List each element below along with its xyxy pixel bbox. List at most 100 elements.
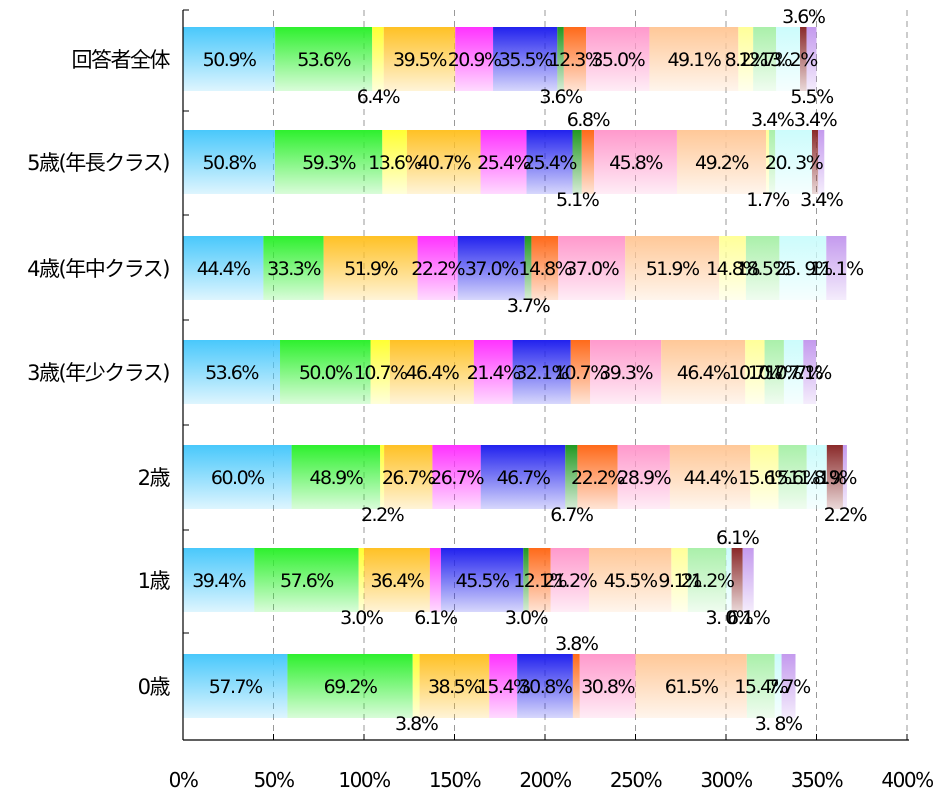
data-label: 25.4%	[523, 152, 576, 174]
data-label: 14.8%	[706, 258, 759, 280]
data-label: 61.5%	[665, 676, 718, 698]
category-label: 5歳(年長クラス)	[27, 151, 169, 175]
data-label: 9.1%	[658, 570, 701, 592]
data-label: 6.8%	[567, 109, 610, 131]
data-label: 53.6%	[297, 49, 350, 71]
bar-segment	[753, 27, 777, 91]
data-label: 8.9%	[814, 467, 857, 489]
category-label: 回答者全体	[72, 48, 171, 72]
data-label: 6.1%	[414, 607, 457, 629]
data-label: 38.5%	[428, 676, 481, 698]
bar-segment	[254, 548, 359, 612]
data-label: 3. 8%	[755, 713, 802, 735]
data-label: 30.8%	[581, 676, 634, 698]
data-label: 26.7%	[430, 467, 483, 489]
bar-segment	[738, 27, 754, 91]
bar-segment	[480, 130, 527, 194]
bar-segment	[406, 130, 481, 194]
bar-segment	[649, 27, 739, 91]
bar-segment	[419, 654, 490, 718]
bar-segment	[726, 548, 732, 612]
data-label: 6.7%	[550, 504, 593, 526]
data-label: 28.9%	[617, 467, 670, 489]
data-label: 21.2%	[681, 570, 734, 592]
data-label: 20. 3%	[765, 152, 823, 174]
data-label: 46.4%	[405, 362, 458, 384]
bar-segment	[323, 236, 418, 300]
bar-segment	[687, 548, 727, 612]
x-tick-label: 150%	[429, 768, 481, 792]
data-label: 46.7%	[497, 467, 550, 489]
bar-segment	[489, 654, 518, 718]
bar-segment	[588, 548, 672, 612]
bar-segment	[803, 340, 817, 404]
data-label: 33.3%	[267, 258, 320, 280]
data-label: 5.1%	[556, 189, 599, 211]
data-label: 20.9%	[448, 49, 501, 71]
bar-segment	[779, 236, 827, 300]
data-label: 44.4%	[684, 467, 737, 489]
bar-segment	[358, 548, 364, 612]
bar-segment	[806, 445, 827, 509]
data-label: 40.7%	[417, 152, 470, 174]
bar-segment	[565, 445, 578, 509]
data-label: 3.6%	[782, 6, 825, 28]
bar-segment	[370, 340, 390, 404]
data-label: 3.8%	[395, 713, 438, 735]
data-label: 25.4%	[477, 152, 530, 174]
data-label: 7.1%	[789, 362, 832, 384]
bar-segment	[781, 654, 796, 718]
bar-segment	[586, 27, 650, 91]
bar-segment	[731, 548, 743, 612]
bar-segment	[826, 445, 843, 509]
category-label: 3歳(年少クラス)	[27, 361, 169, 385]
bar-segment	[563, 27, 587, 91]
bar-segment	[432, 445, 481, 509]
category-label: 4歳(年中クラス)	[27, 257, 169, 281]
category-label: 0歳	[138, 675, 171, 699]
bar-segments	[183, 27, 847, 718]
data-label: 44.4%	[197, 258, 250, 280]
data-label: 57.7%	[209, 676, 262, 698]
data-label: 3.4%	[794, 109, 837, 131]
data-label: 10.7%	[554, 362, 607, 384]
x-tick-label: 200%	[519, 768, 571, 792]
bar-segment	[183, 340, 281, 404]
data-label: 22.2%	[411, 258, 464, 280]
data-label: 15.4%	[477, 676, 530, 698]
data-label: 12.1%	[513, 570, 566, 592]
bar-segment	[826, 236, 847, 300]
data-label: 51.9%	[646, 258, 699, 280]
bar-segment	[531, 236, 559, 300]
bar-segment	[594, 130, 677, 194]
bar-segment	[526, 130, 573, 194]
data-label: 18.5%	[736, 258, 789, 280]
data-label: 37.0%	[565, 258, 618, 280]
x-tick-label: 300%	[700, 768, 752, 792]
bar-segment	[493, 27, 558, 91]
data-label: 35.0%	[591, 49, 644, 71]
bar-segment	[745, 340, 765, 404]
data-label: 2.2%	[824, 504, 867, 526]
data-label: 10.7%	[354, 362, 407, 384]
bar-segment	[417, 236, 458, 300]
data-label: 3. 0%	[705, 607, 752, 629]
data-label: 35.5%	[499, 49, 552, 71]
bar-segment	[517, 654, 573, 718]
bar-segment	[769, 130, 776, 194]
bar-segment	[775, 130, 812, 194]
data-label: 39.4%	[192, 570, 245, 592]
bar-segment	[183, 548, 255, 612]
bar-segment	[800, 27, 807, 91]
data-label: 12.3%	[549, 49, 602, 71]
data-label: 48.9%	[309, 467, 362, 489]
data-label: 7.7%	[767, 676, 810, 698]
data-label: 53.6%	[205, 362, 258, 384]
data-label: 3.0%	[505, 607, 548, 629]
bar-segment	[806, 27, 817, 91]
data-label: 13. 2%	[759, 49, 817, 71]
x-tick-label: 250%	[610, 768, 662, 792]
bar-segment	[263, 236, 324, 300]
bar-segment	[572, 130, 582, 194]
data-label: 10. 7%	[765, 362, 823, 384]
